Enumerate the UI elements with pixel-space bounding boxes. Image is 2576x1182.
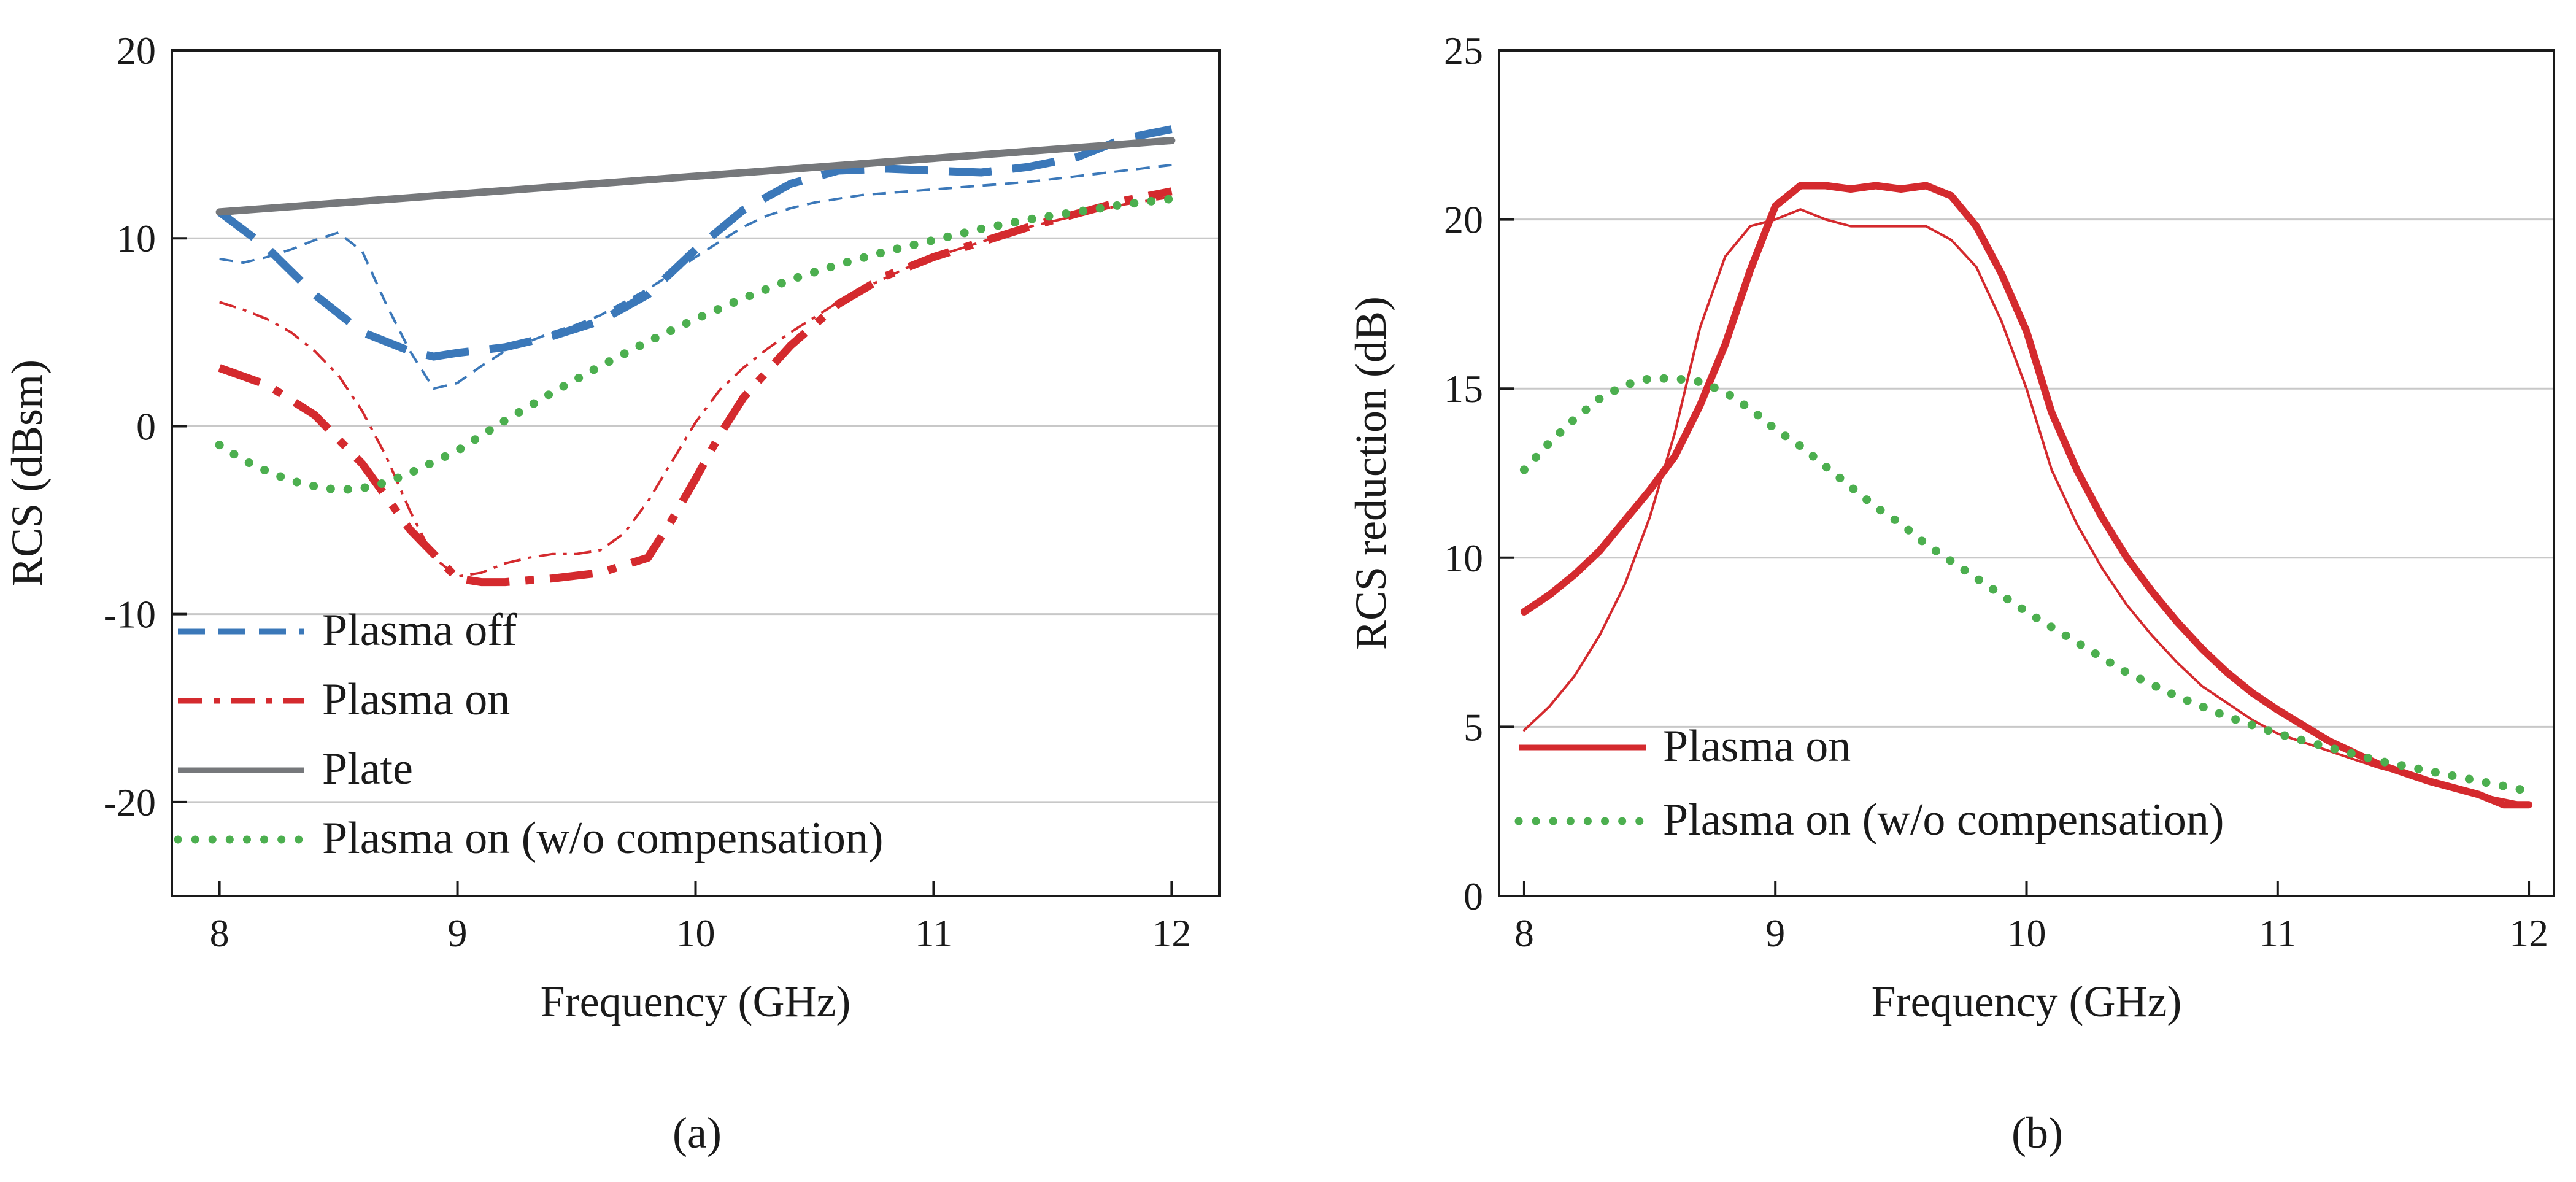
y-tick-label: 20 xyxy=(117,29,156,72)
y-tick-label: 5 xyxy=(1463,705,1483,749)
legend-label: Plate xyxy=(322,744,413,794)
x-tick-label: 9 xyxy=(448,911,468,955)
legend-label: Plasma on (w/o compensation) xyxy=(1663,795,2224,845)
legend-label: Plasma on xyxy=(322,674,510,725)
y-tick-label: -20 xyxy=(104,781,156,824)
x-axis-label: Frequency (GHz) xyxy=(541,977,851,1026)
series-line-plasma-on xyxy=(218,187,1173,587)
y-axis-label: RCS reduction (dB) xyxy=(1346,296,1395,650)
x-tick-label: 10 xyxy=(676,911,715,955)
series-group xyxy=(1519,182,2534,809)
y-tick-label: 10 xyxy=(1444,536,1483,580)
series-line-plasma-on-w-o-compensation xyxy=(215,194,1176,495)
series-line-plasma-off-simulated xyxy=(219,163,1172,390)
y-tick-label: 25 xyxy=(1444,29,1483,72)
legend-label: Plasma off xyxy=(322,605,517,655)
legend: Plasma off Plasma on Plate Plasma on (w/o c… xyxy=(174,605,884,863)
legend: Plasma on Plasma on (w/o compensation) xyxy=(1514,721,2224,845)
series-line-plasma-off xyxy=(217,125,1173,361)
y-tick-label: 0 xyxy=(1463,875,1483,918)
series-line-plasma-on xyxy=(1520,182,2533,809)
y-tick-label: 10 xyxy=(117,217,156,260)
y-tick-label: 0 xyxy=(136,404,156,448)
x-tick-label: 9 xyxy=(1765,911,1785,955)
chart-panel-a: 8 9 10 11 12 -20 -10 0 10 20 Frequency (GHz) RCS (d… xyxy=(2,29,1221,1157)
panel-caption: (b) xyxy=(2011,1108,2063,1157)
y-tick-label: -10 xyxy=(104,593,156,636)
x-tick-label: 10 xyxy=(2007,911,2046,955)
series-group xyxy=(215,125,1176,587)
series-line-plasma-on-simulated xyxy=(1522,208,2531,806)
y-tick-label: 20 xyxy=(1444,198,1483,242)
y-axis-label: RCS (dBsm) xyxy=(2,360,52,587)
series-line-plasma-on-simulated xyxy=(218,195,1172,578)
x-tick-label: 12 xyxy=(1152,911,1191,955)
x-tick-label: 8 xyxy=(1514,911,1534,955)
x-tick-label: 12 xyxy=(2509,911,2548,955)
chart-panel-b: 8 9 10 11 12 0 5 10 15 20 25 Frequency (GHz) RCS red… xyxy=(1346,29,2555,1157)
x-tick-label: 11 xyxy=(2259,911,2297,955)
legend-label: Plasma on xyxy=(1663,721,1851,771)
series-line-plasma-on-w-o-compensation xyxy=(1519,374,2534,796)
x-axis-label: Frequency (GHz) xyxy=(1872,977,2182,1026)
series-line-plate xyxy=(215,137,1176,216)
panel-caption: (a) xyxy=(673,1108,722,1157)
x-tick-label: 8 xyxy=(210,911,229,955)
y-tick-label: 15 xyxy=(1444,367,1483,411)
legend-label: Plasma on (w/o compensation) xyxy=(322,813,884,863)
x-tick-label: 11 xyxy=(915,911,953,955)
